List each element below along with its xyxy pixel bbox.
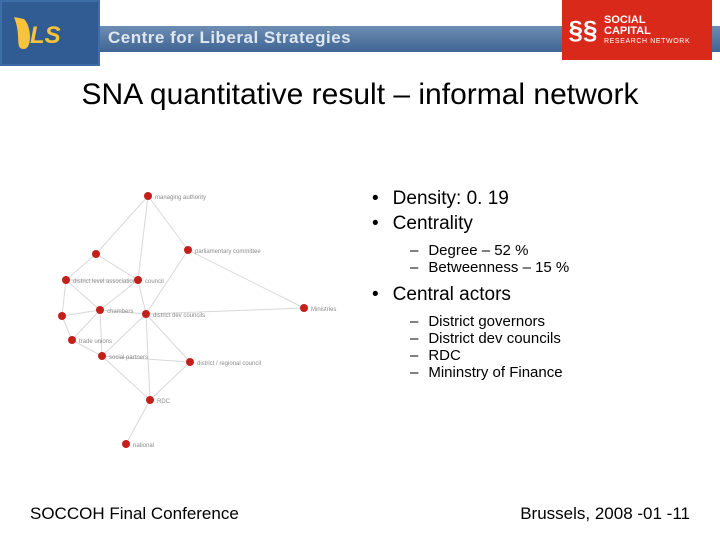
network-node-label: district dev councils [153,313,205,319]
bullet-governors: District governors [410,313,700,330]
network-node-label: district level associations [73,279,139,285]
network-node [184,246,192,254]
network-node-label: managing authority [155,195,206,201]
slide: LS Centre for Liberal Strategies §§ SOCI… [0,0,720,540]
header: LS Centre for Liberal Strategies §§ SOCI… [0,0,720,72]
network-diagram: managing authority parliamentary committe… [30,188,340,468]
network-edge [126,400,150,444]
social-capital-logo: §§ SOCIAL CAPITAL RESEARCH NETWORK [562,0,712,60]
network-node [62,276,70,284]
network-node [96,306,104,314]
network-node [122,440,130,448]
network-edge [96,254,138,280]
network-node-label: trade unions [79,339,112,345]
bullet-betweenness: Betweenness – 15 % [410,259,700,276]
network-node-label: district / regional council [197,361,261,367]
network-node-label: RDC [157,399,171,405]
network-node [144,192,152,200]
network-edge [138,196,148,280]
bullet-dev-councils: District dev councils [410,330,700,347]
bullet-degree: Degree – 52 % [410,242,700,259]
network-edge [72,310,100,340]
bullet-centrality: Centrality [370,213,700,235]
network-node [68,336,76,344]
network-edge [188,250,304,308]
bullet-density: Density: 0. 19 [370,188,700,210]
network-edge [100,310,102,356]
network-node-label: council [145,279,164,285]
content-area: managing authority parliamentary committe… [0,188,720,488]
cls-logo: LS [0,0,100,66]
network-node [146,396,154,404]
network-node-label: parliamentary committee [195,249,261,255]
slide-title: SNA quantitative result – informal netwo… [0,78,720,113]
network-edge [146,314,190,362]
network-node [58,312,66,320]
header-org-title: Centre for Liberal Strategies [108,28,351,48]
network-node-label: chambers [107,309,133,315]
network-node [98,352,106,360]
sc-line3: RESEARCH NETWORK [604,38,690,45]
network-node [186,358,194,366]
sc-line2: CAPITAL [604,26,690,38]
bullet-rdc: RDC [410,347,700,364]
network-edge [150,362,190,400]
network-edge [62,280,66,316]
cls-logo-icon: LS [10,13,90,53]
network-edge [148,196,188,250]
network-node-label: Ministries [311,307,336,313]
network-edge [96,196,148,254]
network-node-label: social partners [109,355,148,361]
network-node [300,304,308,312]
network-edge [102,356,150,400]
network-edge [66,254,96,280]
network-node [92,250,100,258]
paragraph-icon: §§ [562,0,604,60]
footer-right: Brussels, 2008 -01 -11 [520,504,690,524]
network-edge [102,314,146,356]
footer: SOCCOH Final Conference Brussels, 2008 -… [0,504,720,524]
bullet-central-actors: Central actors [370,284,700,306]
network-edge [138,280,146,314]
network-node [142,310,150,318]
network-node-label: national [133,443,154,449]
svg-text:LS: LS [30,22,61,49]
network-edge [62,310,100,316]
footer-left: SOCCOH Final Conference [30,504,239,524]
network-node [134,276,142,284]
bullet-finance: Mininstry of Finance [410,364,700,381]
bullet-list: Density: 0. 19 Centrality Degree – 52 % … [370,188,700,381]
